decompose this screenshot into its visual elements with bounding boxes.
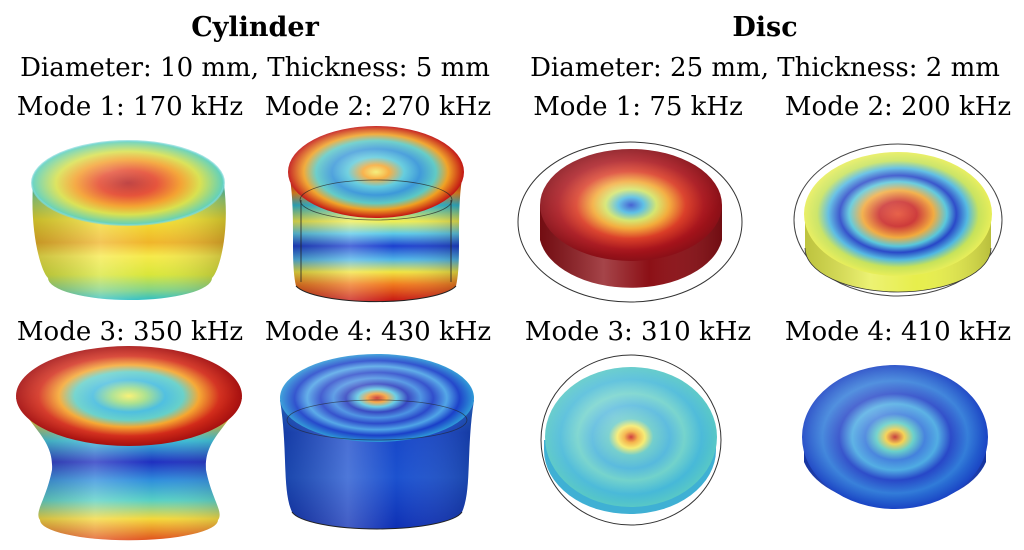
disc-mode-4-label: Mode 4: 410 kHz	[784, 317, 1012, 347]
disc-mode-2-label: Mode 2: 200 kHz	[784, 92, 1012, 122]
disc-mode-1-label: Mode 1: 75 kHz	[533, 92, 743, 122]
disc-mode-3-label: Mode 3: 310 kHz	[524, 317, 752, 347]
cylinder-mode-3-shape	[16, 346, 242, 541]
cylinder-mode-2-label: Mode 2: 270 kHz	[264, 92, 492, 122]
cylinder-mode-1-shape	[31, 140, 226, 300]
cylinder-dimensions: Diameter: 10 mm, Thickness: 5 mm	[20, 53, 490, 83]
disc-mode-1-shape	[517, 141, 743, 303]
cylinder-mode-4-label: Mode 4: 430 kHz	[264, 317, 492, 347]
disc-mode-2-shape	[793, 143, 1003, 297]
disc-mode-3-shape	[540, 354, 722, 526]
cylinder-mode-3-label: Mode 3: 350 kHz	[16, 317, 244, 347]
cylinder-mode-1-label: Mode 1: 170 kHz	[16, 92, 244, 122]
disc-title: Disc	[732, 12, 798, 43]
disc-dimensions: Diameter: 25 mm, Thickness: 2 mm	[530, 53, 1000, 83]
disc-mode-4-shape	[802, 365, 988, 509]
cylinder-title: Cylinder	[191, 12, 319, 43]
cylinder-mode-4-shape	[280, 354, 474, 530]
cylinder-mode-2-shape	[288, 126, 464, 303]
